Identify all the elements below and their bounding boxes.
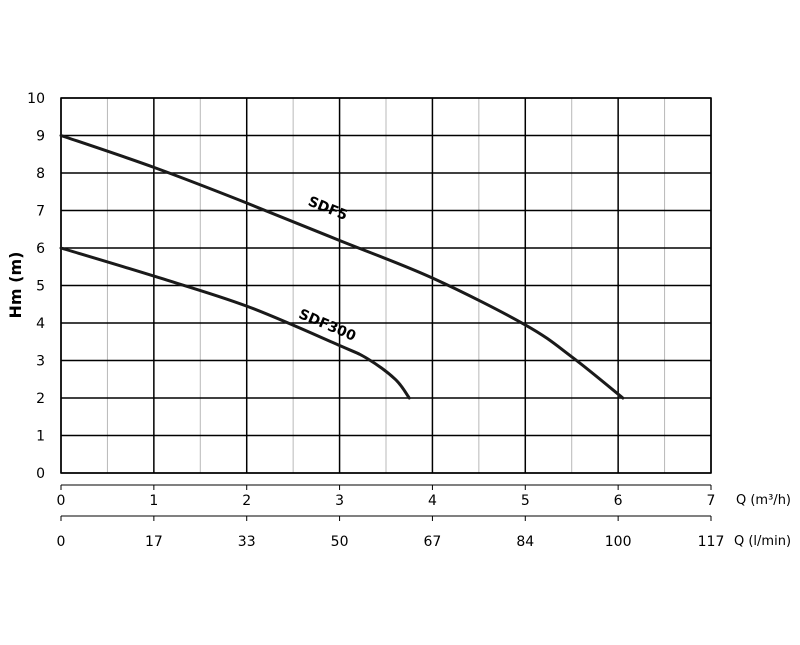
y-tick-label: 1 [36,429,45,445]
secondary-x-tick-labels: 0 17 33 50 67 84 100 117 [57,516,725,550]
x-tick-label-secondary: 50 [331,534,349,550]
y-tick-labels: 0 1 2 3 4 5 6 7 8 9 10 [27,91,45,482]
y-tick-label: 2 [36,391,45,407]
x-tick-label-secondary: 67 [424,534,442,550]
primary-x-axis-label: Q (m³/h) [736,493,791,508]
primary-x-tick-labels: 0 1 2 3 4 5 6 7 [57,485,716,509]
x-tick-label-primary: 3 [335,493,344,509]
series-label-sdf5: SDF5 [306,194,350,224]
y-tick-label: 6 [36,241,45,257]
y-tick-label: 9 [36,129,45,145]
secondary-x-axis-label: Q (l/min) [734,534,791,549]
x-tick-label-secondary: 17 [145,534,163,550]
x-tick-label-secondary: 0 [57,534,66,550]
x-tick-label-primary: 2 [242,493,251,509]
y-tick-label: 4 [36,316,45,332]
y-tick-label: 10 [27,91,45,107]
y-tick-label: 0 [36,466,45,482]
x-tick-label-primary: 7 [707,493,716,509]
x-tick-label-primary: 1 [149,493,158,509]
series-line-sdf300 [59,246,411,400]
y-axis-label: Hm (m) [6,252,25,319]
x-tick-label-secondary: 33 [238,534,256,550]
x-tick-label-secondary: 100 [605,534,632,550]
x-tick-label-secondary: 117 [698,534,725,550]
series-line-sdf5 [59,134,625,400]
y-tick-label: 7 [36,204,45,220]
x-tick-label-secondary: 84 [516,534,534,550]
y-tick-label: 5 [36,279,45,295]
plot-frame [60,97,712,474]
y-tick-label: 3 [36,354,45,370]
y-tick-label: 8 [36,166,45,182]
x-tick-label-primary: 4 [428,493,437,509]
x-tick-label-primary: 0 [57,493,66,509]
x-tick-label-primary: 5 [521,493,530,509]
x-tick-label-primary: 6 [614,493,623,509]
